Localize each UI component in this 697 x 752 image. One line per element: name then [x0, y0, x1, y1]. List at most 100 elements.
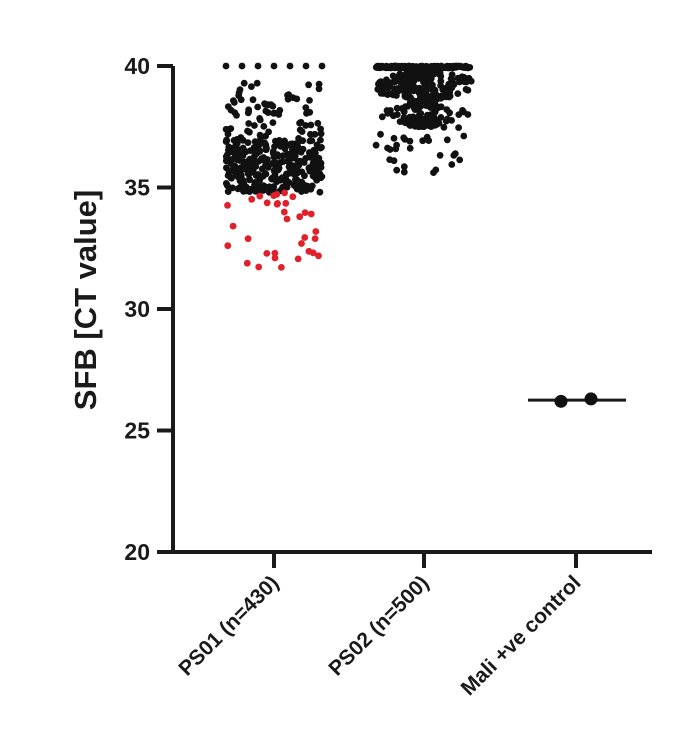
data-point [459, 107, 466, 114]
y-tick-label: 40 [124, 53, 150, 79]
data-point [270, 62, 278, 70]
data-point [401, 136, 409, 143]
data-point [294, 255, 302, 263]
data-point [315, 252, 322, 260]
data-point [381, 79, 389, 86]
data-point [224, 182, 231, 190]
data-point [270, 109, 277, 117]
x-category-label: Mali +ve control [457, 571, 586, 700]
data-point [554, 394, 568, 408]
data-point [307, 121, 315, 129]
data-point [284, 91, 291, 99]
data-point [229, 222, 237, 230]
data-point [256, 192, 264, 200]
data-point [311, 235, 319, 243]
data-point [235, 89, 243, 97]
data-point [262, 162, 269, 170]
data-point [398, 105, 406, 112]
y-tick-label: 35 [124, 175, 150, 201]
data-point [269, 175, 276, 183]
data-point [251, 122, 258, 129]
data-point [305, 81, 312, 89]
data-point [249, 96, 257, 104]
data-point [254, 62, 262, 70]
data-point [255, 158, 262, 165]
data-point [448, 76, 456, 84]
data-point [378, 113, 386, 121]
data-point [281, 137, 288, 145]
data-point [462, 86, 470, 93]
data-point [233, 140, 241, 147]
series-points [222, 62, 326, 271]
data-point [464, 111, 472, 118]
data-point [223, 164, 230, 172]
data-point [467, 77, 475, 85]
data-point [302, 122, 310, 129]
data-point [396, 70, 404, 78]
data-point [584, 392, 598, 406]
data-point [427, 79, 434, 87]
data-point [254, 178, 262, 186]
data-point [301, 234, 309, 241]
data-point [448, 161, 456, 168]
y-tick-label: 30 [124, 296, 150, 322]
data-point [317, 136, 324, 144]
data-point [317, 130, 325, 138]
data-point [253, 79, 261, 87]
data-point [260, 123, 268, 130]
data-point [302, 62, 310, 70]
data-point [436, 152, 444, 159]
data-point [444, 64, 451, 72]
data-point [239, 136, 247, 144]
data-point [281, 189, 288, 197]
data-point [271, 254, 279, 262]
data-point [274, 166, 282, 174]
data-point [262, 132, 269, 140]
data-point [225, 146, 232, 154]
data-point [244, 127, 251, 135]
data-point [222, 125, 230, 133]
data-point [254, 103, 262, 111]
data-point [308, 137, 316, 145]
data-point [267, 101, 275, 108]
data-point [416, 74, 424, 82]
data-point [400, 168, 408, 176]
data-point [440, 123, 448, 131]
data-point [256, 116, 264, 124]
data-point [390, 157, 398, 165]
data-point [271, 249, 279, 257]
data-point [273, 200, 281, 208]
data-point [233, 112, 240, 119]
data-point [311, 130, 319, 138]
data-point [443, 106, 451, 113]
data-point [456, 156, 464, 164]
data-point [283, 183, 291, 191]
data-point [309, 161, 317, 169]
data-point [282, 199, 290, 207]
data-point [380, 64, 388, 71]
data-point [284, 158, 291, 165]
data-point [312, 149, 319, 157]
data-point [405, 89, 413, 96]
data-point [224, 201, 231, 209]
data-point [378, 88, 385, 96]
data-point [409, 113, 417, 121]
data-point [393, 111, 401, 118]
data-point [274, 176, 282, 183]
data-point [390, 134, 398, 142]
data-point [401, 119, 409, 126]
data-point [298, 168, 306, 176]
data-point [278, 264, 285, 271]
data-point [315, 85, 323, 93]
data-point [413, 105, 421, 113]
y-ticks: 20 25 30 35 40 [124, 53, 173, 565]
data-point [458, 73, 466, 81]
data-point [439, 64, 447, 72]
data-point [296, 119, 303, 127]
data-point [418, 123, 426, 130]
data-point [289, 94, 297, 102]
data-point [406, 144, 414, 152]
data-point [255, 263, 263, 271]
data-point [283, 215, 291, 223]
